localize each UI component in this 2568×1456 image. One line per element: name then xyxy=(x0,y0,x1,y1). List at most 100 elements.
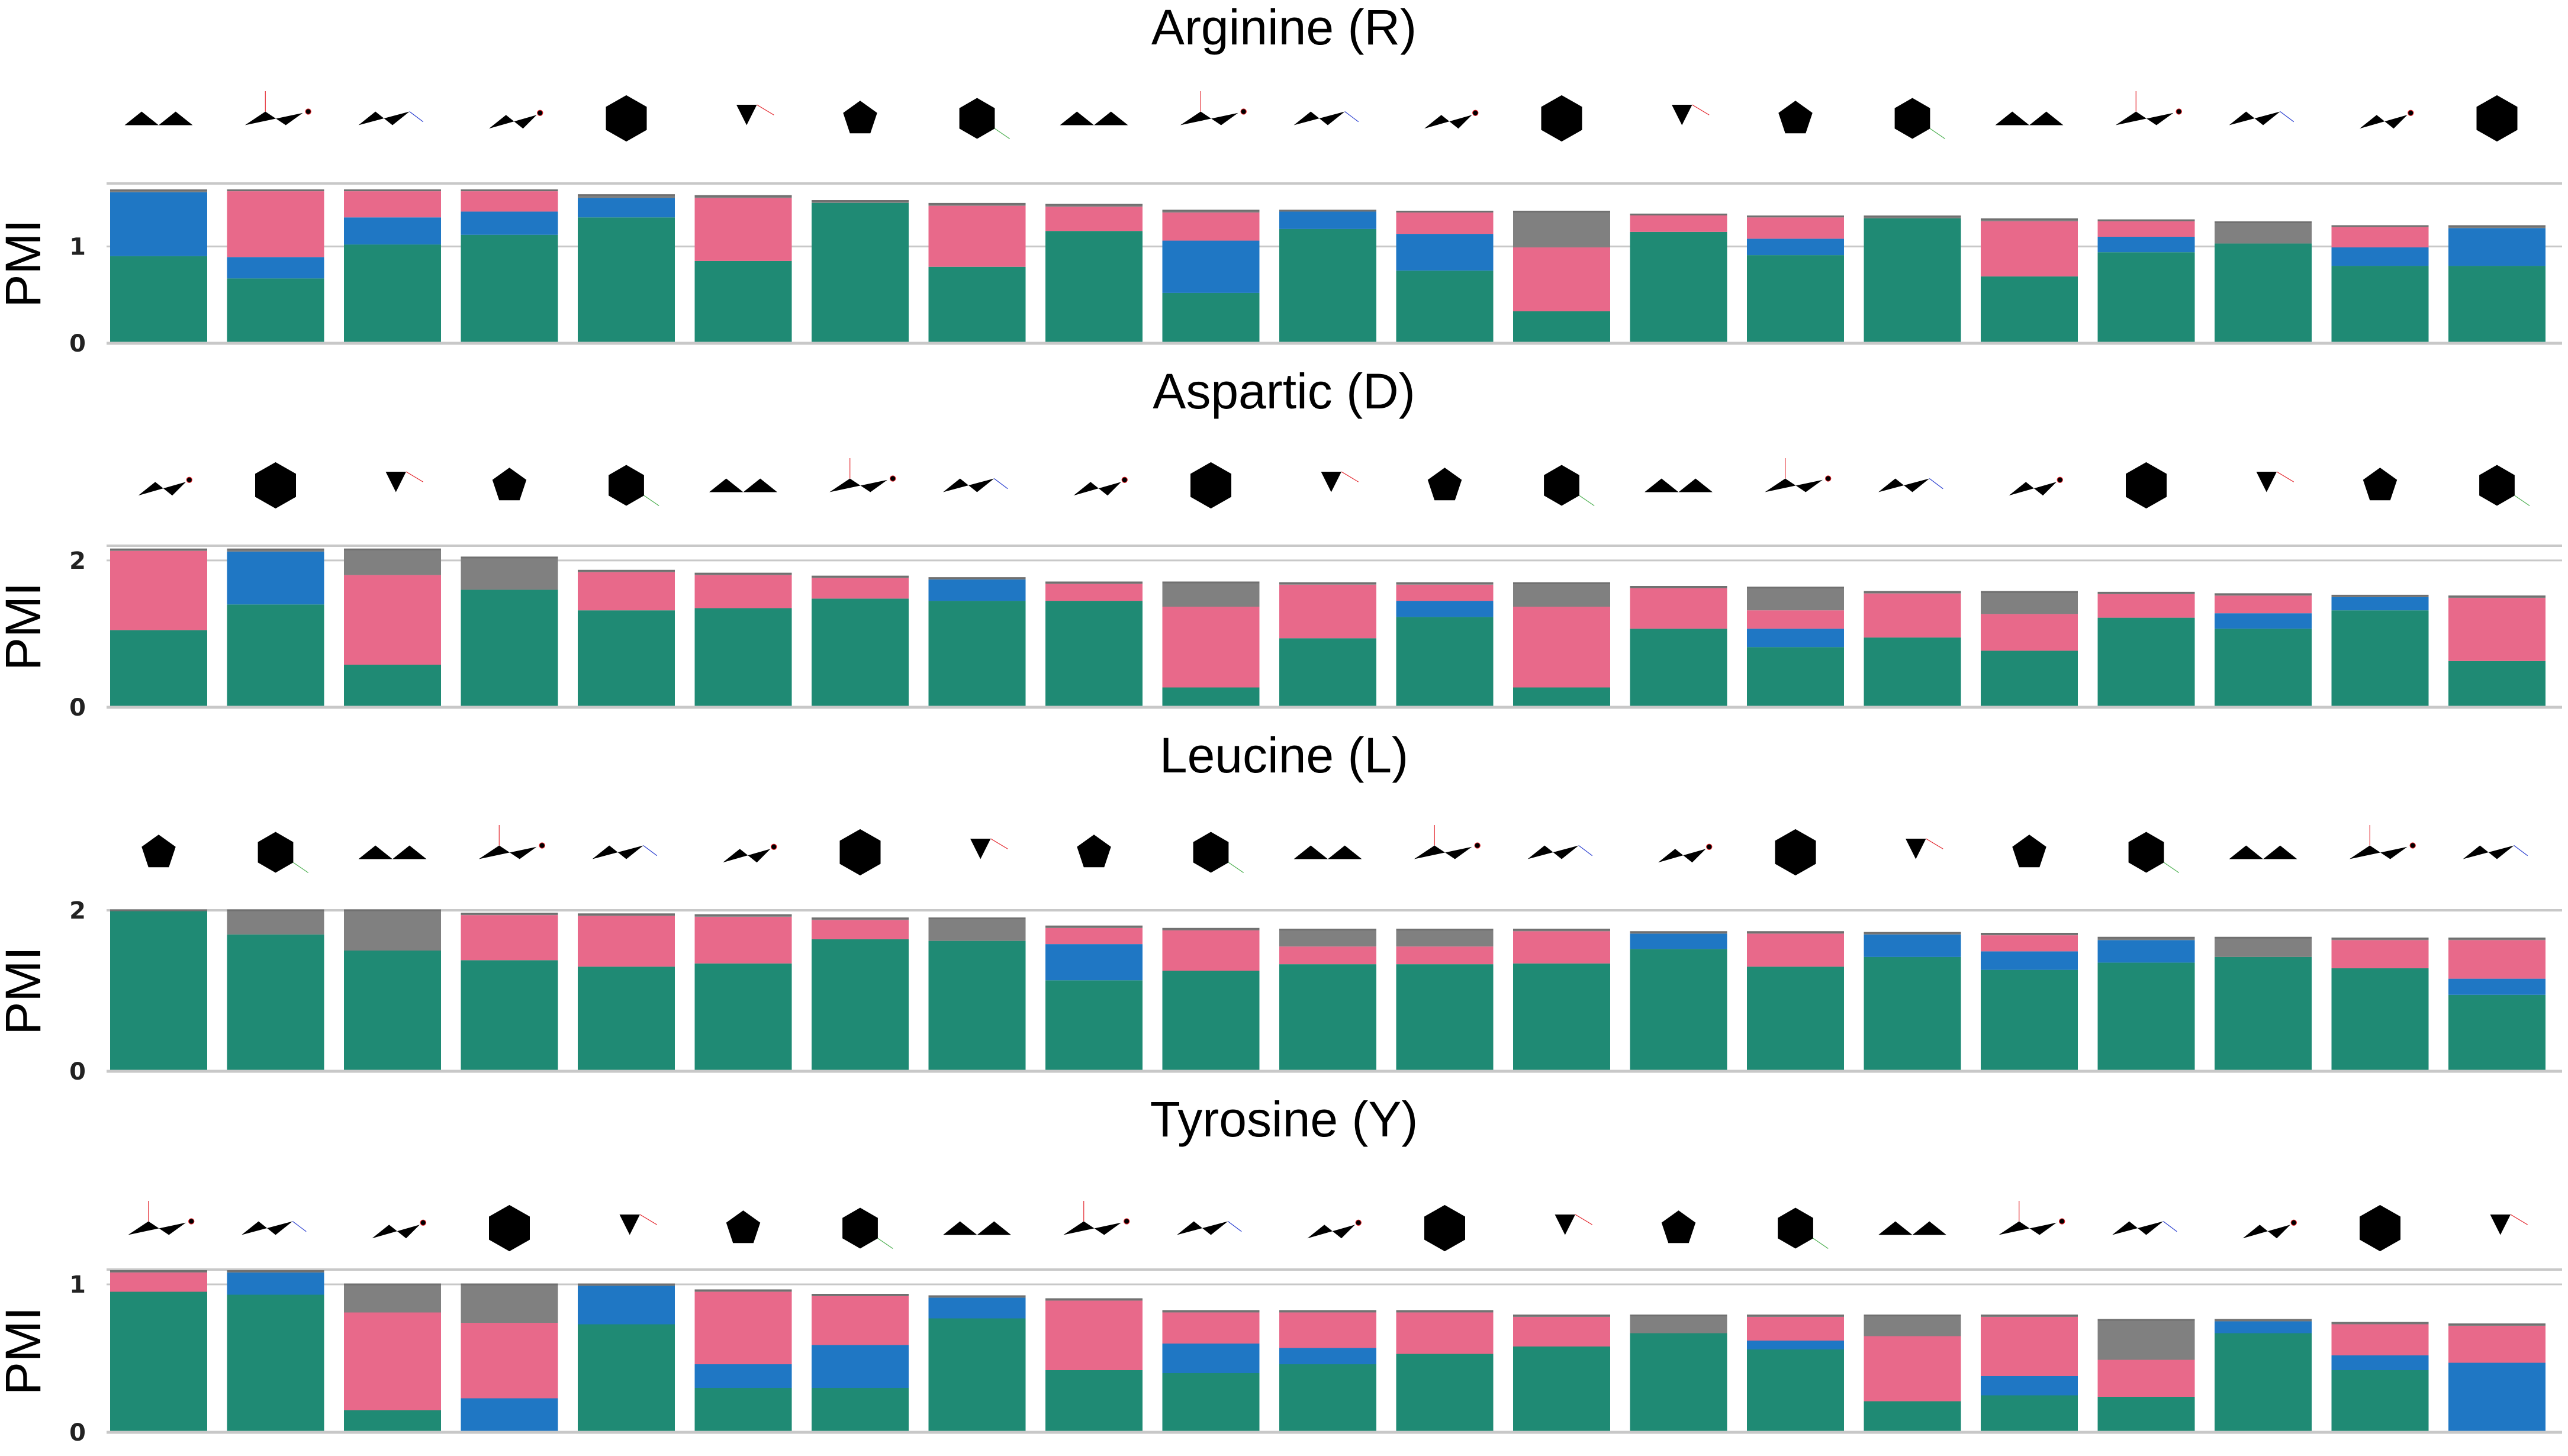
molecule-structure xyxy=(244,91,311,126)
molecule-structure xyxy=(1534,1214,1593,1236)
bar-segment-blue xyxy=(2331,597,2429,611)
bar xyxy=(578,1283,675,1432)
molecule-structure xyxy=(241,1220,307,1236)
bar xyxy=(1981,591,2078,707)
bar-segment-green xyxy=(1864,637,1961,707)
bar-segment-pink xyxy=(1630,215,1727,232)
bar-segment-green xyxy=(1396,1354,1494,1432)
bar-segment-green xyxy=(227,604,324,707)
bar-segment-green xyxy=(2215,956,2312,1071)
bar xyxy=(2331,1322,2429,1432)
bar-segment-pink xyxy=(110,1273,207,1292)
bar-segment-green xyxy=(2331,610,2429,707)
molecule-structure xyxy=(1073,476,1128,496)
bar-segment-green xyxy=(812,939,909,1071)
bar xyxy=(812,199,909,343)
bar-segment-green xyxy=(1396,617,1494,707)
bar-segment-gray xyxy=(1513,583,1610,607)
bar-segment-green xyxy=(344,951,441,1071)
bar xyxy=(1513,929,1610,1071)
molecule-structure xyxy=(2359,109,2414,129)
bar-segment-pink xyxy=(1864,593,1961,638)
bar xyxy=(1747,931,1844,1071)
bar-segment-blue xyxy=(227,257,324,279)
bar xyxy=(2448,1323,2546,1432)
bar xyxy=(227,189,324,343)
molecule-structure xyxy=(371,1219,426,1239)
molecule-structure xyxy=(238,462,296,509)
bar xyxy=(694,914,792,1071)
bar-segment-green xyxy=(694,260,792,343)
molecule-structure xyxy=(365,471,424,493)
bar-segment-blue xyxy=(344,217,441,245)
bar-segment-green xyxy=(1396,964,1494,1071)
bar-segment-green xyxy=(928,1318,1026,1432)
bar-segment-pink xyxy=(694,916,792,964)
bar xyxy=(2097,936,2195,1071)
y-axis-label: PMI xyxy=(0,1307,51,1395)
bar xyxy=(227,1270,324,1432)
bar-segment-blue xyxy=(110,192,207,256)
bar xyxy=(2215,936,2312,1071)
bar-segment-gray xyxy=(694,196,792,198)
bar xyxy=(1162,581,1260,707)
bar-segment-green xyxy=(1162,292,1260,343)
bar-segment-pink xyxy=(344,1312,441,1410)
bar-segment-pink xyxy=(1396,1312,1494,1354)
bar-segment-pink xyxy=(1981,221,2078,277)
bar-segment-gray xyxy=(461,557,558,590)
bar-segment-pink xyxy=(1864,1336,1961,1402)
bar xyxy=(2448,938,2546,1071)
bar-segment-pink xyxy=(2448,940,2546,979)
bar-segment-green xyxy=(1981,969,2078,1071)
molecule-structure xyxy=(825,1207,893,1249)
bar-segment-green xyxy=(2448,661,2546,707)
bar xyxy=(2331,938,2429,1071)
bar xyxy=(1630,213,1727,343)
bar-segment-green xyxy=(1747,647,1844,707)
bar-segment-green xyxy=(1162,971,1260,1071)
bar-segment-pink xyxy=(2331,1324,2429,1355)
bar-segment-pink xyxy=(344,575,441,665)
bar-segment-pink xyxy=(1747,1317,1844,1341)
bar xyxy=(110,189,207,343)
y-tick-label: 2 xyxy=(69,547,86,575)
bar xyxy=(1279,210,1376,343)
bar-segment-pink xyxy=(1513,606,1610,688)
bar xyxy=(1981,1315,2078,1432)
bar-segment-green xyxy=(1162,687,1260,707)
bar-segment-gray xyxy=(227,910,324,935)
molecule-structure xyxy=(1414,824,1481,860)
bar-segment-pink xyxy=(812,578,909,599)
bar-segment-gray xyxy=(2097,1320,2195,1360)
bar-segment-pink xyxy=(928,205,1026,267)
bar-segment-green xyxy=(1630,231,1727,343)
bar-segment-green xyxy=(461,590,558,707)
bar xyxy=(2097,219,2195,343)
bar-segment-green xyxy=(1279,228,1376,343)
molecule-structure xyxy=(124,111,193,125)
bar-segment-green xyxy=(1864,218,1961,343)
bar xyxy=(1162,1310,1260,1432)
bar xyxy=(110,1270,207,1432)
bar-segment-gray xyxy=(110,190,207,192)
bar-segment-pink xyxy=(694,198,792,261)
bar xyxy=(578,194,675,343)
bar-segment-green xyxy=(344,1410,441,1432)
bar-segment-blue xyxy=(2215,1321,2312,1333)
molecule-structure xyxy=(715,104,774,126)
molecule-structure xyxy=(949,838,1008,860)
molecule-structure xyxy=(1878,1221,1946,1235)
bar-segment-pink xyxy=(1747,217,1844,239)
bar-segment-pink xyxy=(1747,933,1844,967)
bar-segment-pink xyxy=(2215,595,2312,614)
bar-segment-pink xyxy=(812,920,909,939)
bar-segment-green xyxy=(1747,255,1844,343)
bar-segment-gray xyxy=(344,549,441,575)
molecule-structure xyxy=(2109,462,2167,509)
bar-segment-blue xyxy=(1279,211,1376,229)
molecule-structure xyxy=(2462,464,2530,507)
molecule-structure xyxy=(1878,478,1943,493)
bar xyxy=(344,1283,441,1432)
bar xyxy=(578,913,675,1071)
